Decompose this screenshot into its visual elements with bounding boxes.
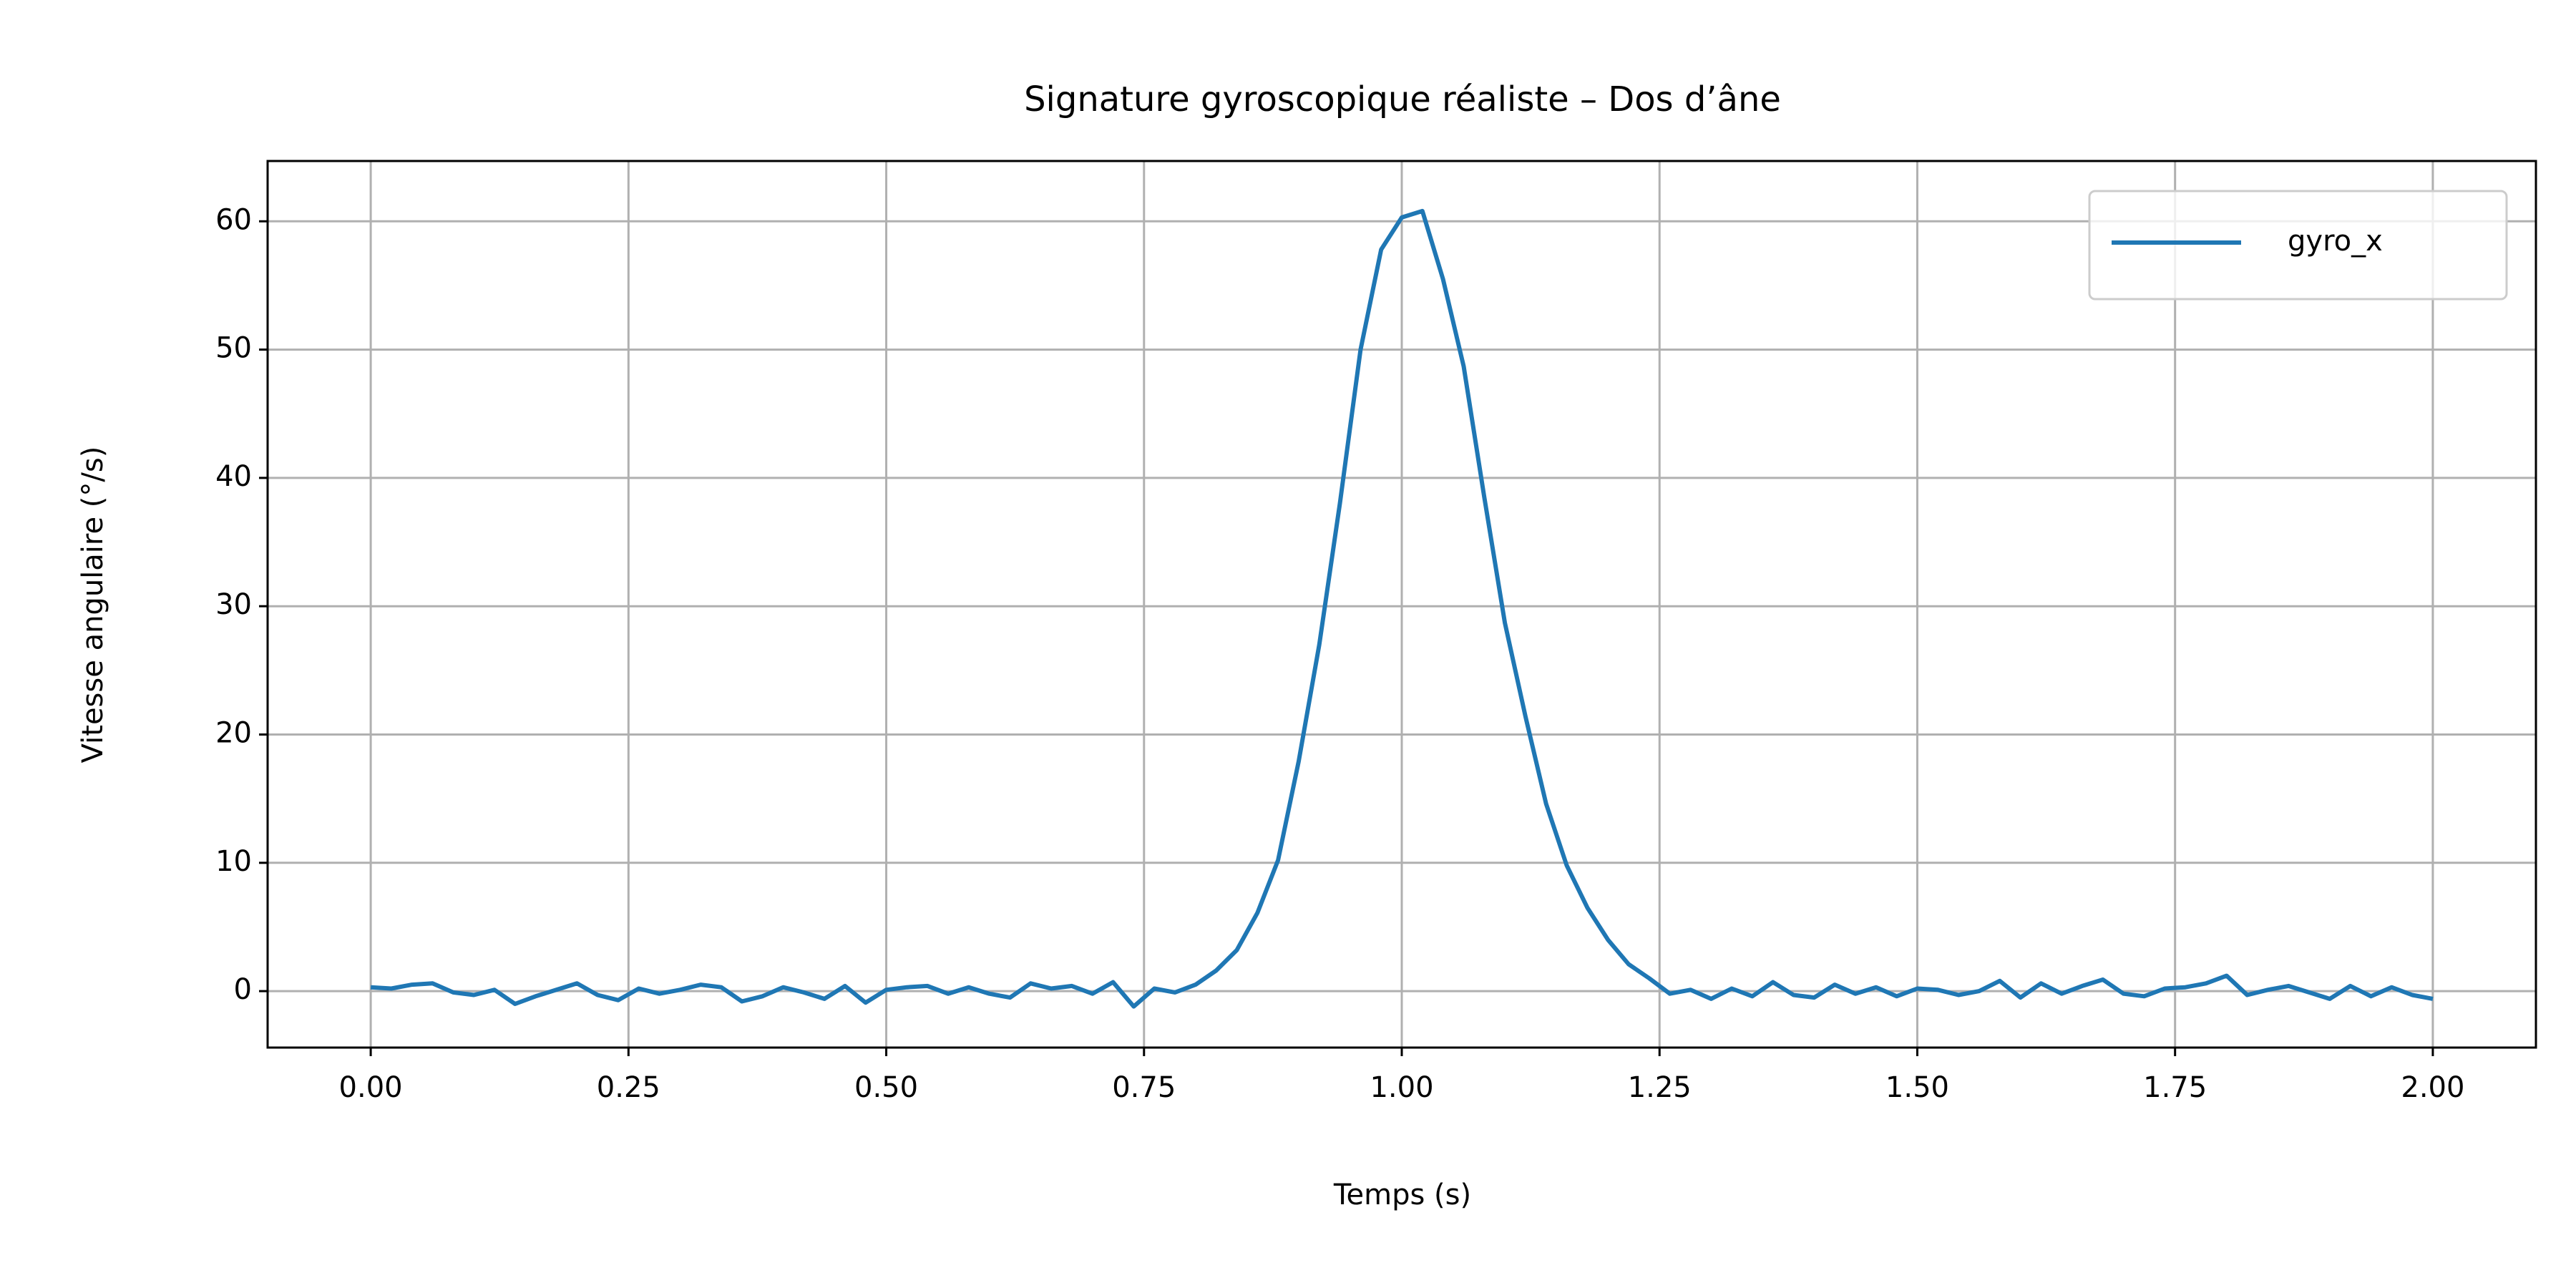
axes-frame (266, 160, 2537, 1049)
legend-box (2088, 190, 2508, 301)
x-tick-label: 1.25 (1628, 1071, 1692, 1104)
x-tick-label: 0.75 (1112, 1071, 1176, 1104)
y-tick-label: 0 (234, 973, 252, 1006)
x-tick-label: 1.00 (1370, 1071, 1433, 1104)
x-tick-label: 0.25 (597, 1071, 660, 1104)
y-tick-label: 10 (215, 845, 252, 878)
y-tick-label: 40 (215, 460, 252, 493)
chart-title: Signature gyroscopique réaliste – Dos d’… (1024, 79, 1781, 119)
legend: gyro_x (2088, 190, 2508, 301)
data-line (370, 208, 2434, 1009)
x-axis-label: Temps (s) (1333, 1179, 1471, 1211)
plot-area (370, 208, 2434, 1009)
x-tick-label: 0.00 (339, 1071, 403, 1104)
y-tick-label: 50 (215, 332, 252, 365)
legend-label: gyro_x (2288, 225, 2383, 258)
x-tick-label: 1.75 (2143, 1071, 2207, 1104)
x-tick-label: 2.00 (2401, 1071, 2464, 1104)
y-axis-label: Vitesse angulaire (°/s) (77, 447, 109, 763)
grid: 0.00 0.25 0.50 0.75 1.00 1.25 1.50 1.75 2.00 0 10 2… (215, 161, 2536, 1104)
x-tick-label: 1.50 (1885, 1071, 1949, 1104)
x-tick-label: 0.50 (854, 1071, 918, 1104)
y-tick-label: 20 (215, 716, 252, 749)
y-tick-label: 60 (215, 203, 252, 236)
y-tick-label: 30 (215, 588, 252, 621)
